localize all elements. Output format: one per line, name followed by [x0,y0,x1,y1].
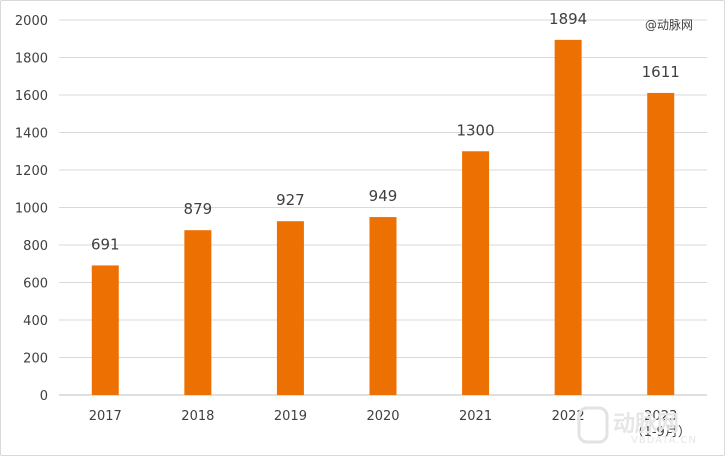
x-tick-label-line: 2023 [644,409,677,424]
y-tick-label: 1600 [15,89,48,104]
y-tick-label: 600 [23,277,48,292]
watermark-logo-domain: VBDATA.CN [631,435,697,446]
x-axis: 2017 2018 2019 2020 2021 2022 2023 （1-9月） [89,409,691,440]
watermark-label: @动脉网 [645,17,693,32]
y-tick-label: 2000 [15,14,48,29]
watermark-logo-icon [577,406,609,444]
data-label: 691 [91,235,120,253]
data-label: 1611 [642,63,680,81]
x-tick-label: 2019 [274,409,307,424]
data-label: 927 [276,191,305,209]
bar [554,39,582,395]
bar [276,221,304,395]
y-tick-label: 0 [40,389,48,404]
x-tick-label-line: 2021 [459,409,492,424]
y-tick-label: 1200 [15,164,48,179]
x-tick-label-line: 2017 [89,409,122,424]
y-tick-label: 200 [23,352,48,367]
x-tick-label-line: 2020 [366,409,399,424]
y-tick-label: 1800 [15,52,48,67]
x-tick-label: 2023 （1-9月） [631,409,691,440]
data-label: 949 [369,187,398,205]
x-tick-label-line: （1-9月） [631,425,691,440]
y-tick-label: 1400 [15,127,48,142]
y-tick-label: 1000 [15,202,48,217]
y-tick-label: 800 [23,239,48,254]
x-tick-label-line: 2018 [181,409,214,424]
x-tick-label-line: 2022 [552,409,585,424]
x-tick-label-line: 2019 [274,409,307,424]
bar [647,92,675,395]
watermark-logo: 动脉网 VBDATA.CN [577,406,697,446]
bars [91,39,675,395]
bar [184,230,212,395]
data-label: 879 [184,200,213,218]
bar [462,151,490,395]
x-tick-label: 2020 [366,409,399,424]
data-label: 1894 [549,10,587,28]
bar [369,217,397,395]
watermark-logo-text: 动脉网 [613,412,679,437]
x-tick-label: 2017 [89,409,122,424]
x-tick-label: 2018 [181,409,214,424]
y-tick-label: 400 [23,314,48,329]
y-axis: 0 200 400 600 800 1000 1200 1400 1600 1800 2000 [15,14,48,404]
x-tick-label: 2021 [459,409,492,424]
data-label: 1300 [456,121,494,139]
x-tick-label: 2022 [552,409,585,424]
bar [91,265,119,395]
data-labels: 691 879 927 949 1300 1894 1611 [91,10,680,254]
